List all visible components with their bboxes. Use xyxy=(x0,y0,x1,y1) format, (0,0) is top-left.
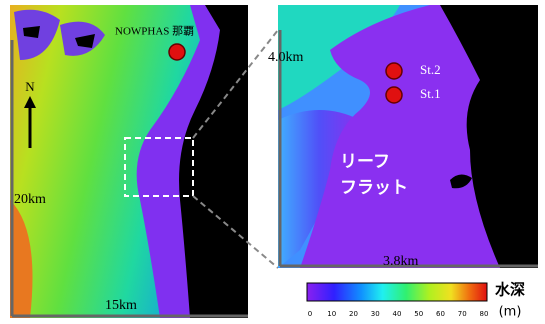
figure: NOWPHAS 那覇 N 20km 15km 4.0km 3.8km St.2 … xyxy=(0,0,545,324)
area-label: フラット xyxy=(340,178,408,198)
point-label: St.2 xyxy=(420,62,441,77)
scale-label: 20km xyxy=(14,192,46,207)
point-label: St.1 xyxy=(420,86,441,101)
colorbar-tick-label: 60 xyxy=(436,310,445,318)
colorbar-tick-label: 20 xyxy=(349,310,358,318)
left-map xyxy=(10,5,248,318)
colorbar-tick-label: 80 xyxy=(480,310,489,318)
right-map xyxy=(278,5,538,268)
legend-title: 水深 xyxy=(495,281,525,299)
scale-label: 15km xyxy=(105,298,137,313)
colorbar-tick-label: 50 xyxy=(414,310,423,318)
colorbar-tick-label: 0 xyxy=(308,310,312,318)
scale-label: 4.0km xyxy=(268,50,304,65)
area-label: リーフ xyxy=(340,152,390,172)
colorbar-tick-label: 70 xyxy=(458,310,467,318)
colorbar-tick-label: 30 xyxy=(371,310,380,318)
scale-label: 3.8km xyxy=(383,254,419,269)
colorbar-tick-label: 10 xyxy=(327,310,336,318)
north-label: N xyxy=(25,79,35,94)
colorbar xyxy=(307,283,487,301)
legend-unit: (m) xyxy=(499,305,522,320)
colorbar-ticks: 0 10 20 30 40 50 60 70 80 xyxy=(308,310,489,318)
station-label: NOWPHAS 那覇 xyxy=(115,25,194,38)
colorbar-tick-label: 40 xyxy=(393,310,402,318)
